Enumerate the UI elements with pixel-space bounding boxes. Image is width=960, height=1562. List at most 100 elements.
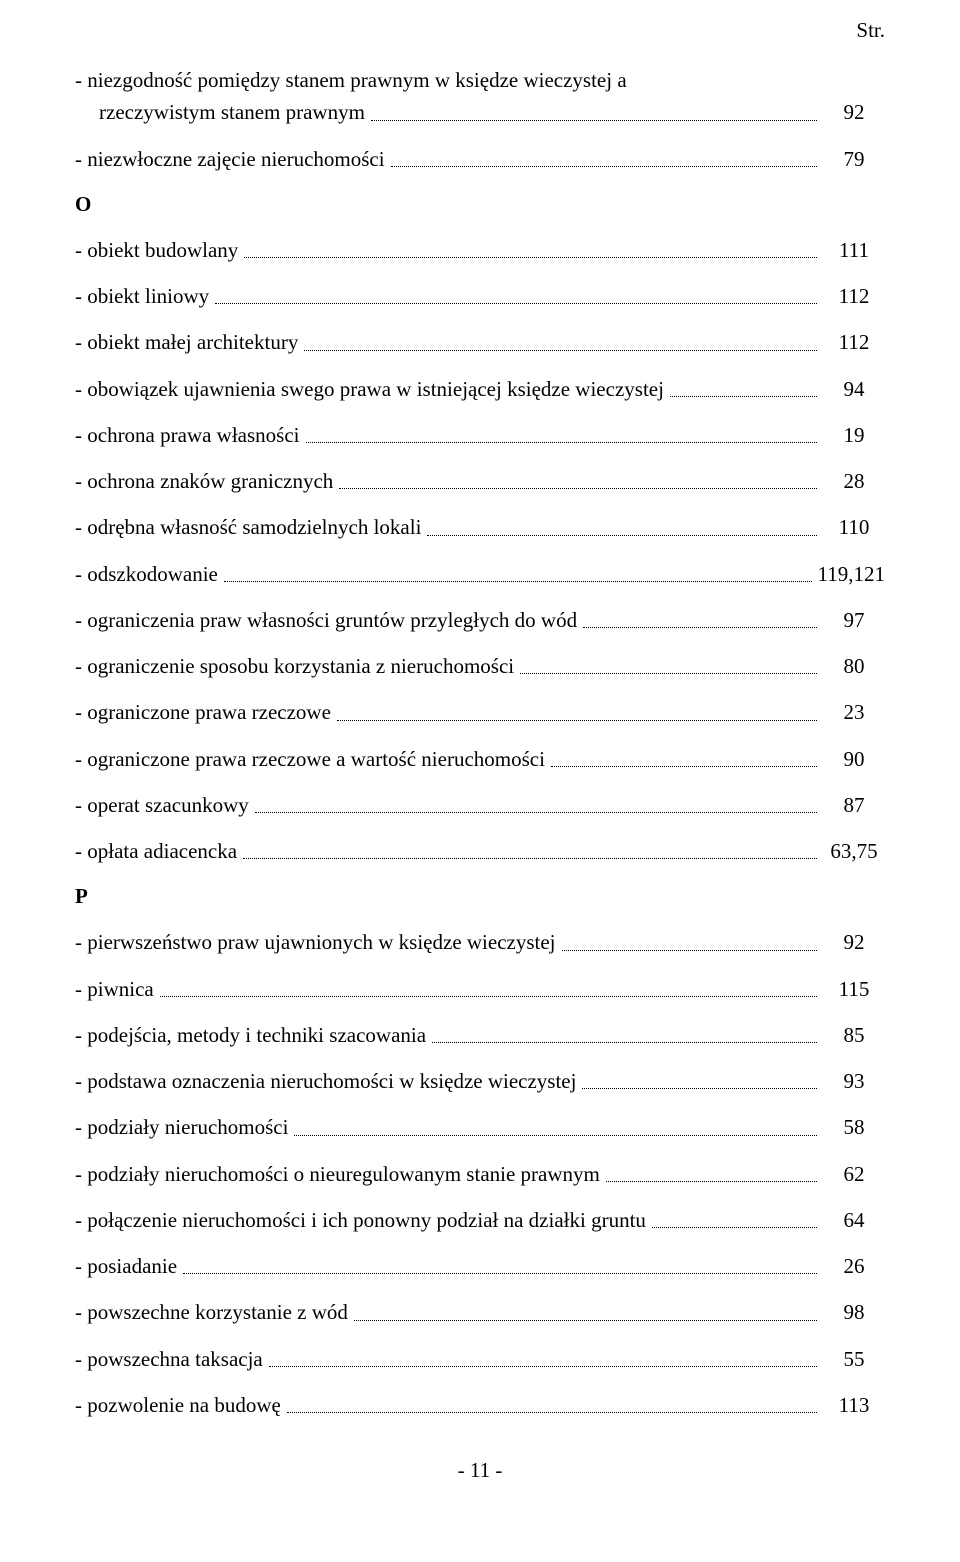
toc-leader xyxy=(243,858,817,859)
toc-leader xyxy=(244,257,817,258)
page-header-label: Str. xyxy=(75,18,885,43)
toc-entry-label: - podziały nieruchomości o nieuregulowan… xyxy=(75,1161,600,1187)
toc-entry: - posiadanie 26 xyxy=(75,1253,885,1279)
toc-leader xyxy=(670,396,817,397)
toc-entry-label: - podejścia, metody i techniki szacowani… xyxy=(75,1022,426,1048)
toc-entry: - piwnica115 xyxy=(75,976,885,1002)
toc-entry: - operat szacunkowy 87 xyxy=(75,792,885,818)
toc-entry: - niezwłoczne zajęcie nieruchomości 79 xyxy=(75,146,885,172)
toc-entry-page: 62 xyxy=(823,1161,885,1187)
toc-entry-page: 23 xyxy=(823,699,885,725)
toc-entry: - ochrona prawa własności 19 xyxy=(75,422,885,448)
section-letter: P xyxy=(75,884,885,909)
toc-entry-label-line2: rzeczywistym stanem prawnym xyxy=(75,99,365,125)
toc-entry-page: 111 xyxy=(823,237,885,263)
toc-entry: - obiekt budowlany 111 xyxy=(75,237,885,263)
toc-entry-page: 112 xyxy=(823,283,885,309)
toc-leader xyxy=(255,812,817,813)
toc-leader xyxy=(391,166,817,167)
toc-entry: - pierwszeństwo praw ujawnionych w księd… xyxy=(75,929,885,955)
toc-entry-page: 55 xyxy=(823,1346,885,1372)
page-number: - 11 - xyxy=(75,1458,885,1483)
toc-entry-page: 28 xyxy=(823,468,885,494)
toc-entry-label: - pozwolenie na budowę xyxy=(75,1392,281,1418)
toc-entry-page: 94 xyxy=(823,376,885,402)
toc-entry-page: 90 xyxy=(823,746,885,772)
toc-entry: - połączenie nieruchomości i ich ponowny… xyxy=(75,1207,885,1233)
toc-entry: - ograniczone prawa rzeczowe a wartość n… xyxy=(75,746,885,772)
toc-entry-label: - niezwłoczne zajęcie nieruchomości xyxy=(75,146,385,172)
toc-entry-page: 19 xyxy=(823,422,885,448)
toc-entry: - odszkodowanie 119,121 xyxy=(75,561,885,587)
toc-entry-page: 113 xyxy=(823,1392,885,1418)
toc-entry: - powszechna taksacja 55 xyxy=(75,1346,885,1372)
toc-entry-label: - obiekt liniowy xyxy=(75,283,209,309)
toc-entry-page: 112 xyxy=(823,329,885,355)
toc-entry-page: 119,121 xyxy=(818,561,885,587)
toc-entry-page: 98 xyxy=(823,1299,885,1325)
toc-leader xyxy=(294,1135,817,1136)
toc-entry-label: - odrębna własność samodzielnych lokali xyxy=(75,514,421,540)
toc-leader xyxy=(551,766,817,767)
toc-entry-label: - ograniczone prawa rzeczowe xyxy=(75,699,331,725)
toc-leader xyxy=(520,673,817,674)
toc-leader xyxy=(160,996,817,997)
toc-entry: - powszechne korzystanie z wód 98 xyxy=(75,1299,885,1325)
toc-container: - niezgodność pomiędzy stanem prawnym w … xyxy=(75,67,885,1418)
toc-entry-page: 79 xyxy=(823,146,885,172)
toc-leader xyxy=(183,1273,817,1274)
toc-entry-page: 64 xyxy=(823,1207,885,1233)
toc-leader xyxy=(583,627,817,628)
toc-entry-label: - ograniczenie sposobu korzystania z nie… xyxy=(75,653,514,679)
toc-entry: - obiekt liniowy 112 xyxy=(75,283,885,309)
toc-entry-page: 87 xyxy=(823,792,885,818)
toc-entry-page: 92 xyxy=(823,99,885,125)
toc-entry-page: 80 xyxy=(823,653,885,679)
toc-entry-label: - ograniczone prawa rzeczowe a wartość n… xyxy=(75,746,545,772)
toc-entry-label: - pierwszeństwo praw ujawnionych w księd… xyxy=(75,929,556,955)
toc-entry: - podziały nieruchomości o nieuregulowan… xyxy=(75,1161,885,1187)
toc-entry-label: - piwnica xyxy=(75,976,154,1002)
toc-leader xyxy=(287,1412,817,1413)
toc-entry-label: - operat szacunkowy xyxy=(75,792,249,818)
section-letter: O xyxy=(75,192,885,217)
toc-entry-label: - ochrona znaków granicznych xyxy=(75,468,333,494)
toc-leader xyxy=(371,120,817,121)
toc-entry: - obowiązek ujawnienia swego prawa w ist… xyxy=(75,376,885,402)
toc-leader xyxy=(427,535,817,536)
toc-entry-page: 92 xyxy=(823,929,885,955)
toc-entry-page: 85 xyxy=(823,1022,885,1048)
toc-leader xyxy=(215,303,817,304)
toc-leader xyxy=(354,1320,817,1321)
toc-entry-label: - podziały nieruchomości xyxy=(75,1114,288,1140)
toc-entry-label: - ograniczenia praw własności gruntów pr… xyxy=(75,607,577,633)
toc-leader xyxy=(304,350,817,351)
toc-entry: - ochrona znaków granicznych 28 xyxy=(75,468,885,494)
toc-entry-label: - opłata adiacencka xyxy=(75,838,237,864)
toc-entry-page: 97 xyxy=(823,607,885,633)
toc-entry-label: - ochrona prawa własności xyxy=(75,422,300,448)
toc-entry: - niezgodność pomiędzy stanem prawnym w … xyxy=(75,67,885,126)
toc-entry-label: - obowiązek ujawnienia swego prawa w ist… xyxy=(75,376,664,402)
toc-entry-label: - posiadanie xyxy=(75,1253,177,1279)
toc-entry-page: 58 xyxy=(823,1114,885,1140)
toc-leader xyxy=(269,1366,817,1367)
toc-leader xyxy=(432,1042,817,1043)
toc-leader xyxy=(562,950,817,951)
toc-entry: - podejścia, metody i techniki szacowani… xyxy=(75,1022,885,1048)
toc-leader xyxy=(339,488,817,489)
toc-entry-label: - powszechne korzystanie z wód xyxy=(75,1299,348,1325)
toc-entry: - podstawa oznaczenia nieruchomości w ks… xyxy=(75,1068,885,1094)
toc-entry: - ograniczenia praw własności gruntów pr… xyxy=(75,607,885,633)
toc-leader xyxy=(652,1227,817,1228)
toc-entry-label: - obiekt małej architektury xyxy=(75,329,298,355)
toc-entry-label: - powszechna taksacja xyxy=(75,1346,263,1372)
toc-entry-page: 26 xyxy=(823,1253,885,1279)
toc-entry: - ograniczone prawa rzeczowe 23 xyxy=(75,699,885,725)
toc-entry-page: 63,75 xyxy=(823,838,885,864)
toc-entry-label: - obiekt budowlany xyxy=(75,237,238,263)
toc-leader xyxy=(606,1181,817,1182)
toc-entry-label: - odszkodowanie xyxy=(75,561,218,587)
toc-leader xyxy=(224,581,812,582)
toc-entry-label-line1: - niezgodność pomiędzy stanem prawnym w … xyxy=(75,67,885,93)
